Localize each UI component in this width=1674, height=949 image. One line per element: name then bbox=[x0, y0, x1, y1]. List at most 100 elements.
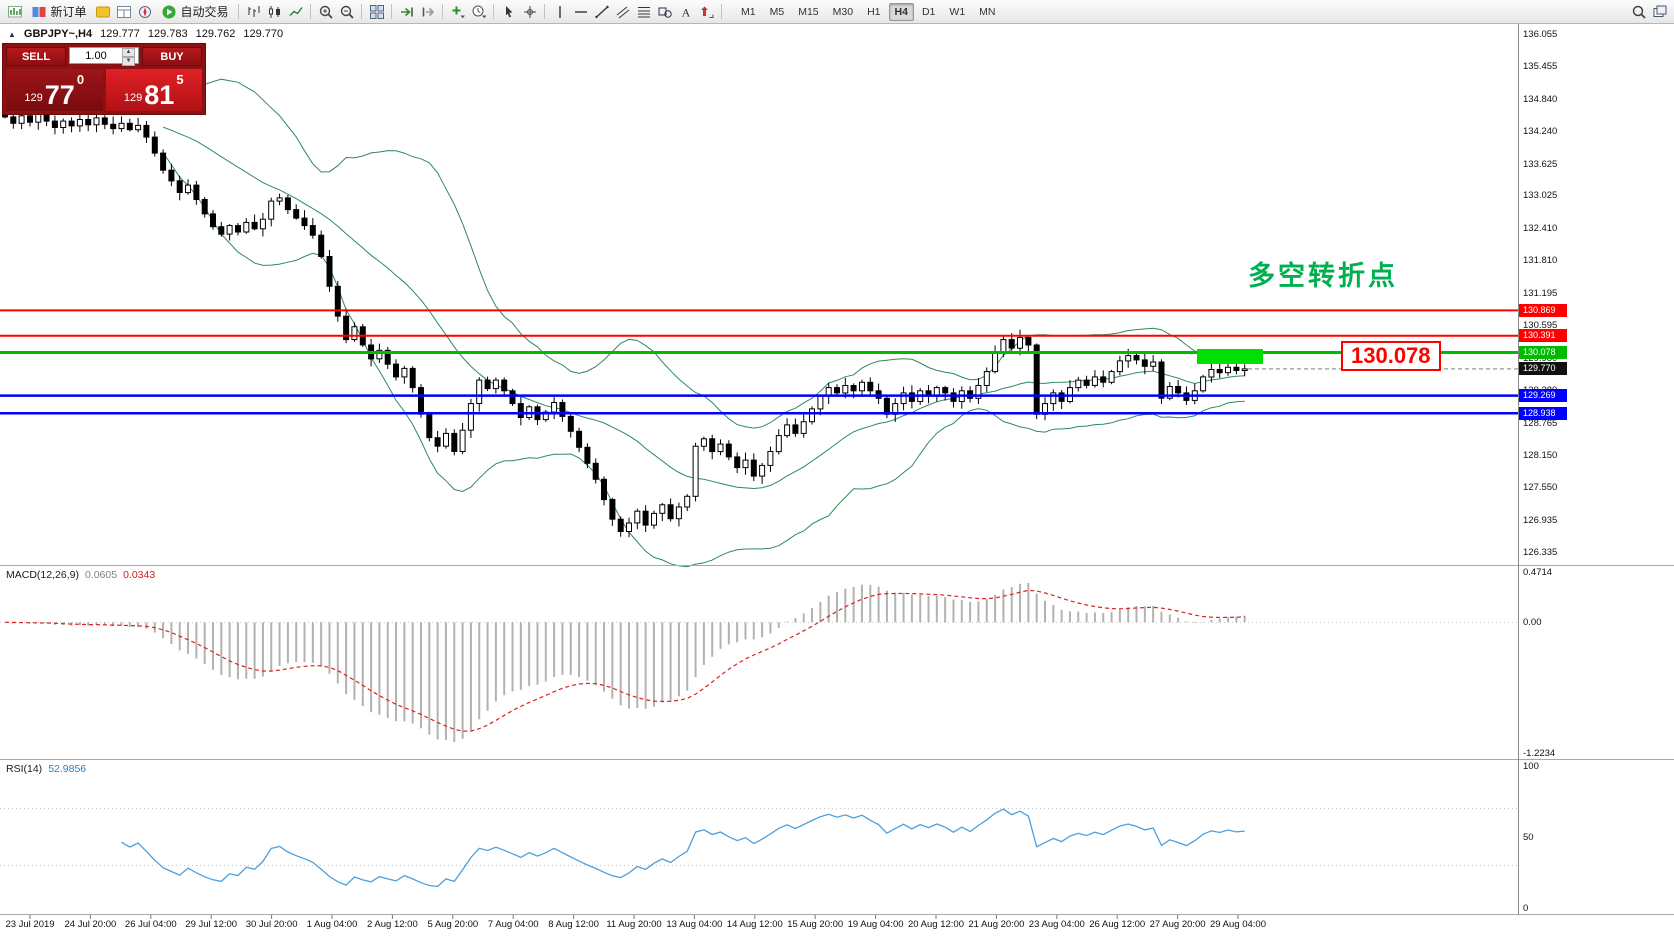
buy-price-figure: 129 bbox=[123, 92, 143, 104]
tile-windows-icon[interactable] bbox=[367, 2, 387, 22]
time-axis-label[interactable]: 23 Jul 2019 bbox=[5, 919, 55, 930]
timeframe-H1[interactable]: H1 bbox=[867, 5, 881, 18]
time-axis-label[interactable]: 24 Jul 20:00 bbox=[64, 919, 117, 930]
crosshair-icon[interactable] bbox=[520, 2, 540, 22]
toolbar-separator bbox=[361, 4, 363, 19]
sell-price-display[interactable]: 129 77 0 bbox=[6, 69, 103, 111]
channel-icon[interactable] bbox=[613, 2, 633, 22]
fibonacci-icon[interactable] bbox=[634, 2, 654, 22]
timeframe-D1[interactable]: D1 bbox=[921, 5, 936, 18]
toolbar-separator bbox=[391, 4, 393, 19]
time-axis-label[interactable]: 29 Jul 12:00 bbox=[185, 919, 238, 930]
price-axis-tick: 135.455 bbox=[1523, 60, 1558, 72]
zoom-out-icon[interactable] bbox=[337, 2, 357, 22]
time-axis-label[interactable]: 8 Aug 12:00 bbox=[548, 919, 599, 930]
price-axis-tick: 130.595 bbox=[1523, 319, 1558, 331]
chart-shift-icon[interactable] bbox=[418, 2, 438, 22]
arrows-icon[interactable] bbox=[697, 2, 717, 22]
price-axis-tick: 128.765 bbox=[1523, 417, 1558, 429]
volume-up-icon[interactable]: ▲ bbox=[122, 48, 135, 57]
time-axis-label[interactable]: 27 Aug 20:00 bbox=[1149, 919, 1206, 930]
bar-chart-icon[interactable] bbox=[244, 2, 264, 22]
metaeditor-icon[interactable] bbox=[93, 2, 113, 22]
price-tag-130.869: 130.869 bbox=[1519, 303, 1567, 317]
trendline-icon[interactable] bbox=[592, 2, 612, 22]
price-axis-tick: 136.055 bbox=[1523, 29, 1558, 40]
horizontal-line-icon[interactable] bbox=[571, 2, 591, 22]
price-axis-tick: 134.240 bbox=[1523, 125, 1558, 137]
autotrading-button[interactable]: 自动交易 bbox=[156, 2, 234, 22]
time-axis-label[interactable]: 30 Jul 20:00 bbox=[245, 919, 298, 930]
time-axis-label[interactable]: 19 Aug 04:00 bbox=[847, 919, 904, 930]
time-axis-label[interactable]: 1 Aug 04:00 bbox=[306, 919, 358, 930]
time-axis-label[interactable]: 7 Aug 04:00 bbox=[487, 919, 539, 930]
main-toolbar: 新订单 自动交易 A M1 M5 M15 M30 H1 H4 D1 W1 MN bbox=[0, 0, 1674, 24]
time-axis-label[interactable]: 14 Aug 12:00 bbox=[726, 919, 783, 930]
time-axis-label[interactable]: 2 Aug 12:00 bbox=[367, 919, 418, 930]
timeframe-M30[interactable]: M30 bbox=[832, 5, 854, 18]
navigator-icon[interactable] bbox=[135, 2, 155, 22]
macd-indicator-label: MACD(12,26,9) 0.0605 0.0343 bbox=[6, 569, 156, 581]
new-chart-icon[interactable] bbox=[5, 2, 25, 22]
sell-price-pips: 77 bbox=[44, 80, 75, 110]
search-icon[interactable] bbox=[1629, 2, 1649, 22]
toolbar-separator bbox=[442, 4, 444, 19]
timeframe-M15[interactable]: M15 bbox=[798, 5, 819, 18]
timeframe-W1[interactable]: W1 bbox=[949, 5, 966, 18]
buy-price-pips: 81 bbox=[144, 80, 175, 110]
toolbar-separator bbox=[310, 4, 312, 19]
rsi-axis-tick: 50 bbox=[1523, 832, 1534, 843]
price-tag-128.938: 128.938 bbox=[1519, 406, 1567, 420]
time-axis-label[interactable]: 15 Aug 20:00 bbox=[787, 919, 844, 930]
price-axis-tick: 133.625 bbox=[1523, 158, 1558, 170]
timeframe-H4[interactable]: H4 bbox=[888, 2, 914, 21]
macd-axis-tick: 0.00 bbox=[1523, 617, 1542, 629]
time-axis-label[interactable]: 26 Aug 12:00 bbox=[1089, 919, 1146, 930]
buy-price-point: 5 bbox=[176, 72, 184, 87]
time-axis-label[interactable]: 21 Aug 20:00 bbox=[968, 919, 1025, 930]
panel-collapse-icon[interactable]: ▲ bbox=[8, 29, 16, 39]
price-axis-tick: 133.025 bbox=[1523, 190, 1558, 202]
time-axis-label[interactable]: 11 Aug 20:00 bbox=[606, 919, 662, 930]
add-indicator-icon[interactable] bbox=[448, 2, 468, 22]
timeframe-M1[interactable]: M1 bbox=[741, 5, 756, 18]
periods-icon[interactable] bbox=[469, 2, 489, 22]
zoom-in-icon[interactable] bbox=[316, 2, 336, 22]
rsi-indicator-label: RSI(14) 52.9856 bbox=[6, 763, 87, 775]
auto-scroll-icon[interactable] bbox=[397, 2, 417, 22]
candlestick-chart-icon[interactable] bbox=[265, 2, 285, 22]
volume-box: ▲ ▼ bbox=[69, 47, 139, 66]
volume-down-icon[interactable]: ▼ bbox=[122, 57, 135, 66]
buy-button[interactable]: BUY bbox=[142, 47, 202, 66]
windows-icon[interactable] bbox=[1650, 2, 1670, 22]
ohlc-low: 129.762 bbox=[195, 28, 236, 40]
new-order-button[interactable]: 新订单 bbox=[26, 2, 92, 22]
time-axis-label[interactable]: 29 Aug 04:00 bbox=[1210, 919, 1266, 930]
text-label-icon[interactable]: A bbox=[676, 2, 696, 22]
macd-axis-tick: -1.2234 bbox=[1523, 748, 1556, 759]
rsi-axis-tick: 100 bbox=[1523, 761, 1539, 772]
line-chart-icon[interactable] bbox=[286, 2, 306, 22]
time-axis-label[interactable]: 20 Aug 12:00 bbox=[908, 919, 964, 930]
time-axis-label[interactable]: 26 Jul 04:00 bbox=[124, 919, 177, 930]
ohlc-open: 129.777 bbox=[100, 28, 140, 40]
price-tag-130.391: 130.391 bbox=[1519, 329, 1567, 343]
data-window-icon[interactable] bbox=[114, 2, 134, 22]
ohlc-close: 129.770 bbox=[243, 28, 284, 40]
buy-price-display[interactable]: 129 81 5 bbox=[105, 69, 202, 111]
cursor-icon[interactable] bbox=[499, 2, 519, 22]
shapes-icon[interactable] bbox=[655, 2, 675, 22]
timeframe-MN[interactable]: MN bbox=[979, 5, 996, 18]
symbol-info: ▲ GBPJPY~,H4 129.777 129.783 129.762 129… bbox=[8, 28, 283, 40]
time-axis-label[interactable]: 13 Aug 04:00 bbox=[666, 919, 723, 930]
sell-button[interactable]: SELL bbox=[6, 47, 66, 66]
one-click-trading-panel: SELL ▲ ▼ BUY 129 77 0 129 81 5 bbox=[2, 43, 206, 115]
volume-input[interactable] bbox=[70, 49, 122, 62]
timeframe-M5[interactable]: M5 bbox=[769, 5, 785, 18]
vertical-line-icon[interactable] bbox=[550, 2, 570, 22]
time-axis-label[interactable]: 5 Aug 20:00 bbox=[427, 919, 479, 930]
price-level-callout: 130.078 bbox=[1341, 341, 1441, 371]
time-axis-label[interactable]: 23 Aug 04:00 bbox=[1028, 919, 1085, 930]
toolbar-separator bbox=[238, 4, 240, 19]
